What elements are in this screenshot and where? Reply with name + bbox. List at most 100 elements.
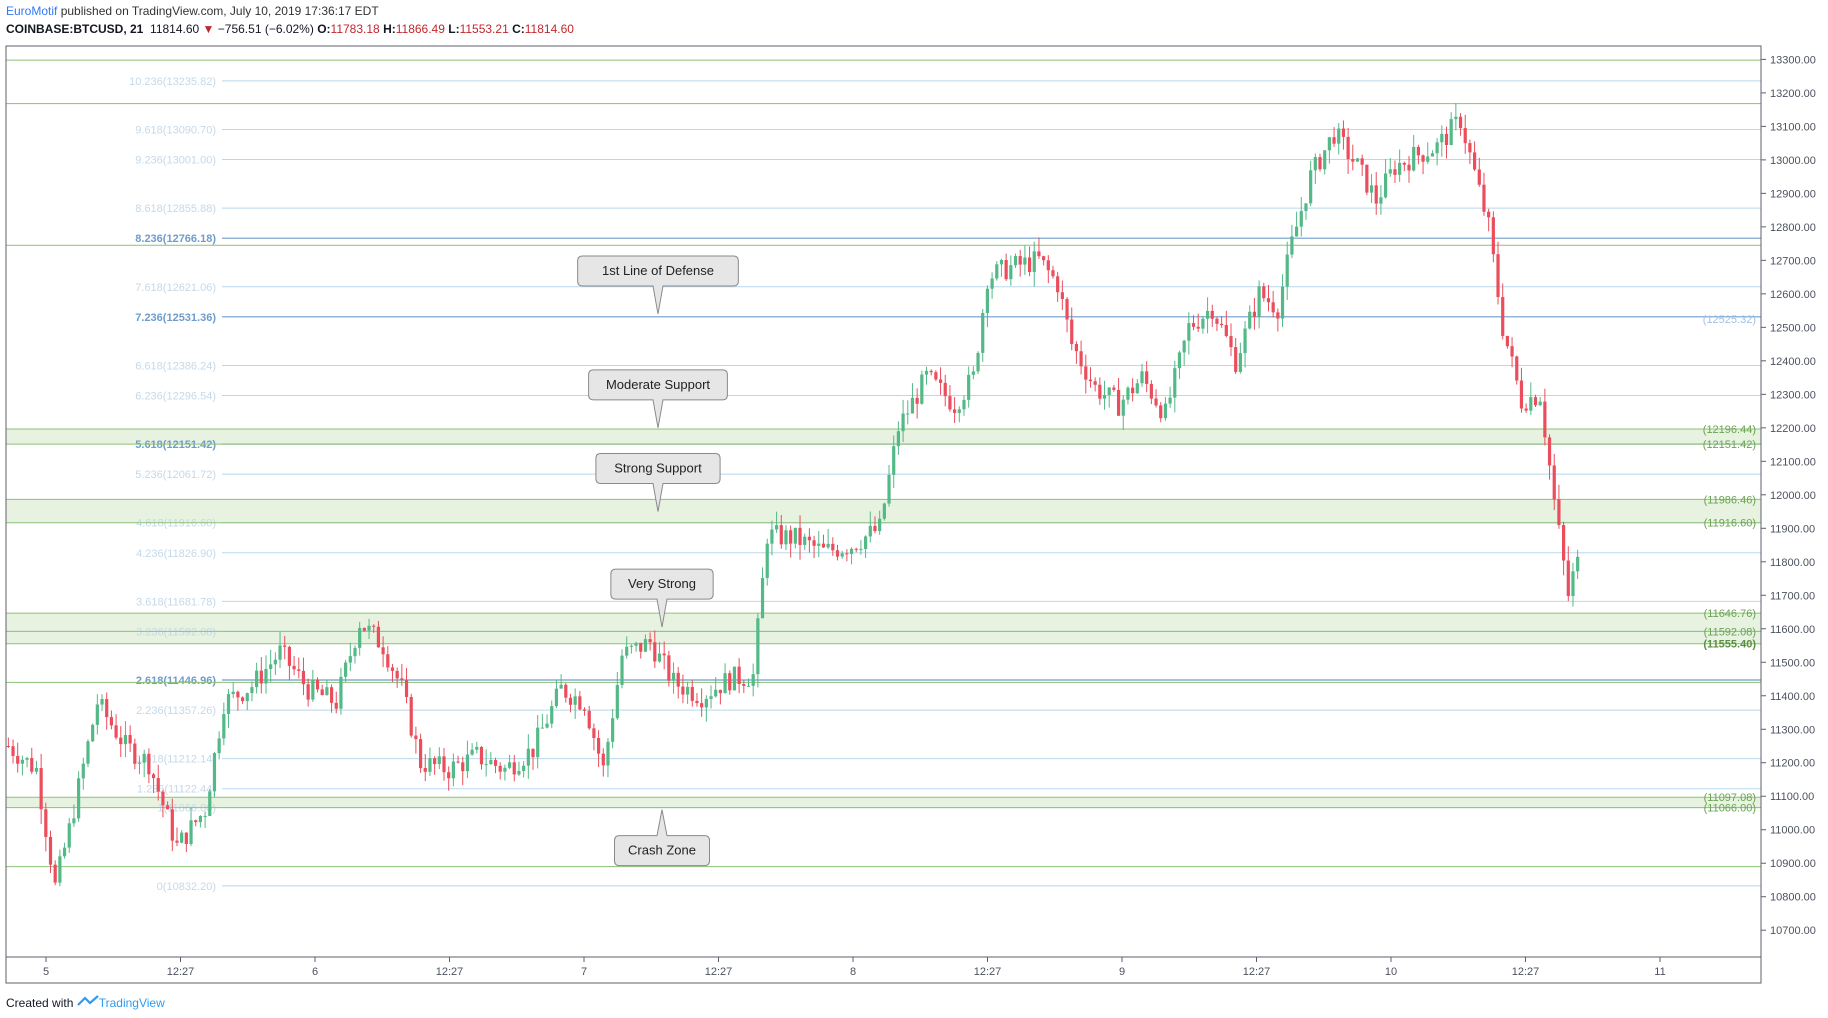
level-price-label-4: (11916.60): [1704, 518, 1756, 530]
candle-body-81: [386, 654, 390, 668]
candle-body-30: [147, 753, 151, 775]
candle-body-272: [1280, 286, 1285, 319]
candle-body-87: [414, 735, 418, 740]
fib-label-7: 6.618(12386.24): [135, 360, 216, 372]
candle-body-13: [67, 823, 71, 848]
candle-body-215: [1013, 256, 1018, 266]
candle-body-146: [690, 686, 694, 701]
candle-body-5: [30, 757, 34, 772]
candle-body-96: [456, 761, 460, 763]
fib-label-13: 3.618(11681.78): [136, 596, 216, 608]
candle-body-239: [1126, 387, 1130, 400]
candle-body-181: [854, 548, 858, 550]
x-tick-label-7: 12:27: [974, 966, 1002, 978]
candle-body-89: [423, 767, 427, 772]
candle-body-119: [564, 684, 568, 698]
candle-body-228: [1074, 343, 1079, 352]
candle-body-41: [198, 816, 203, 823]
candle-body-77: [367, 625, 371, 631]
candle-body-316: [1487, 211, 1491, 218]
symbol-label[interactable]: COINBASE:BTCUSD, 21: [6, 22, 144, 36]
candle-body-51: [245, 693, 249, 702]
candle-body-163: [770, 529, 774, 544]
candle-body-309: [1454, 116, 1458, 120]
candle-body-32: [156, 778, 160, 792]
candle-body-3: [20, 759, 24, 764]
y-tick-label-17: 11600.00: [1770, 624, 1815, 636]
candle-body-213: [1004, 259, 1008, 280]
candle-body-112: [531, 748, 535, 758]
candle-body-130: [615, 684, 619, 719]
fib-label-1: 9.618(13090.70): [135, 124, 216, 136]
candle-body-248: [1168, 397, 1172, 404]
candle-body-298: [1402, 162, 1406, 165]
candle-body-66: [315, 679, 320, 690]
candle-body-75: [358, 627, 362, 648]
candle-body-16: [81, 763, 85, 779]
candle-body-192: [906, 413, 910, 415]
fib-label-5: 7.618(12621.06): [135, 282, 216, 294]
candle-body-115: [545, 723, 549, 728]
candle-body-185: [873, 525, 877, 532]
candle-body-124: [587, 710, 591, 729]
candle-body-134: [634, 642, 638, 646]
candle-body-6: [34, 768, 39, 772]
y-tick-label-19: 11400.00: [1770, 691, 1815, 703]
candle-body-148: [700, 703, 704, 708]
candle-body-278: [1309, 170, 1313, 204]
candle-body-198: [934, 372, 938, 380]
candle-body-80: [381, 647, 385, 655]
candle-body-330: [1552, 465, 1556, 500]
candle-body-253: [1191, 323, 1196, 327]
candle-body-118: [559, 684, 563, 689]
candle-body-42: [203, 815, 207, 817]
candle-body-161: [760, 577, 765, 619]
candle-body-140: [662, 653, 666, 656]
tradingview-brand[interactable]: TradingView: [98, 996, 165, 1010]
x-tick-label-6: 8: [850, 966, 856, 978]
candle-body-107: [507, 762, 512, 768]
candle-body-200: [943, 382, 947, 397]
fib-label-15: 2.618(11446.96): [136, 675, 216, 687]
price-axis[interactable]: 13300.00 13200.00 13100.00 13000.00 12900.00…: [1761, 54, 1816, 937]
candle-body-247: [1163, 403, 1168, 419]
candle-body-20: [100, 699, 104, 705]
x-tick-label-9: 12:27: [1243, 966, 1271, 978]
y-tick-label-3: 13000.00: [1770, 155, 1816, 167]
candle-body-8: [44, 809, 48, 837]
candle-body-225: [1060, 292, 1064, 300]
time-axis[interactable]: 5 12:27 6 12:27 7 12:27 8 12:27 9 12:27 10 12:27 11: [43, 957, 1666, 978]
candle-body-321: [1510, 346, 1514, 357]
footer: Created with TradingView: [6, 995, 165, 1010]
candle-body-152: [718, 689, 722, 694]
candle-body-143: [676, 672, 680, 687]
last-price: 11814.60: [150, 22, 200, 36]
level-price-label-0: (12525.32): [1703, 314, 1756, 326]
candle-body-33: [161, 791, 165, 806]
candle-body-188: [887, 474, 891, 504]
candle-body-19: [95, 704, 99, 725]
callout-box-1: [588, 369, 728, 428]
candle-body-117: [554, 688, 559, 707]
candle-body-36: [175, 840, 179, 843]
candle-body-175: [826, 543, 830, 548]
fib-label-2: 9.236(13001.00): [135, 155, 216, 167]
candle-body-205: [967, 374, 971, 400]
callouts: 1st Line of Defense Moderate Support Stron…: [577, 255, 739, 867]
callout-label-3: Very Strong: [628, 576, 696, 591]
candle-body-322: [1515, 356, 1519, 381]
candle-body-252: [1187, 323, 1191, 341]
publish-info: EuroMotif published on TradingView.com, …: [6, 4, 379, 18]
candle-body-157: [742, 684, 746, 686]
close-value: 11814.60: [524, 22, 574, 36]
high-value: 11866.49: [395, 22, 445, 36]
candle-body-254: [1196, 326, 1200, 329]
support-zones: [6, 429, 1761, 808]
candle-body-123: [582, 709, 587, 711]
candle-body-264: [1243, 328, 1247, 354]
author-link[interactable]: EuroMotif: [6, 4, 58, 18]
candle-body-128: [606, 741, 610, 766]
candle-body-313: [1472, 152, 1477, 170]
x-tick-label-1: 12:27: [167, 966, 195, 978]
